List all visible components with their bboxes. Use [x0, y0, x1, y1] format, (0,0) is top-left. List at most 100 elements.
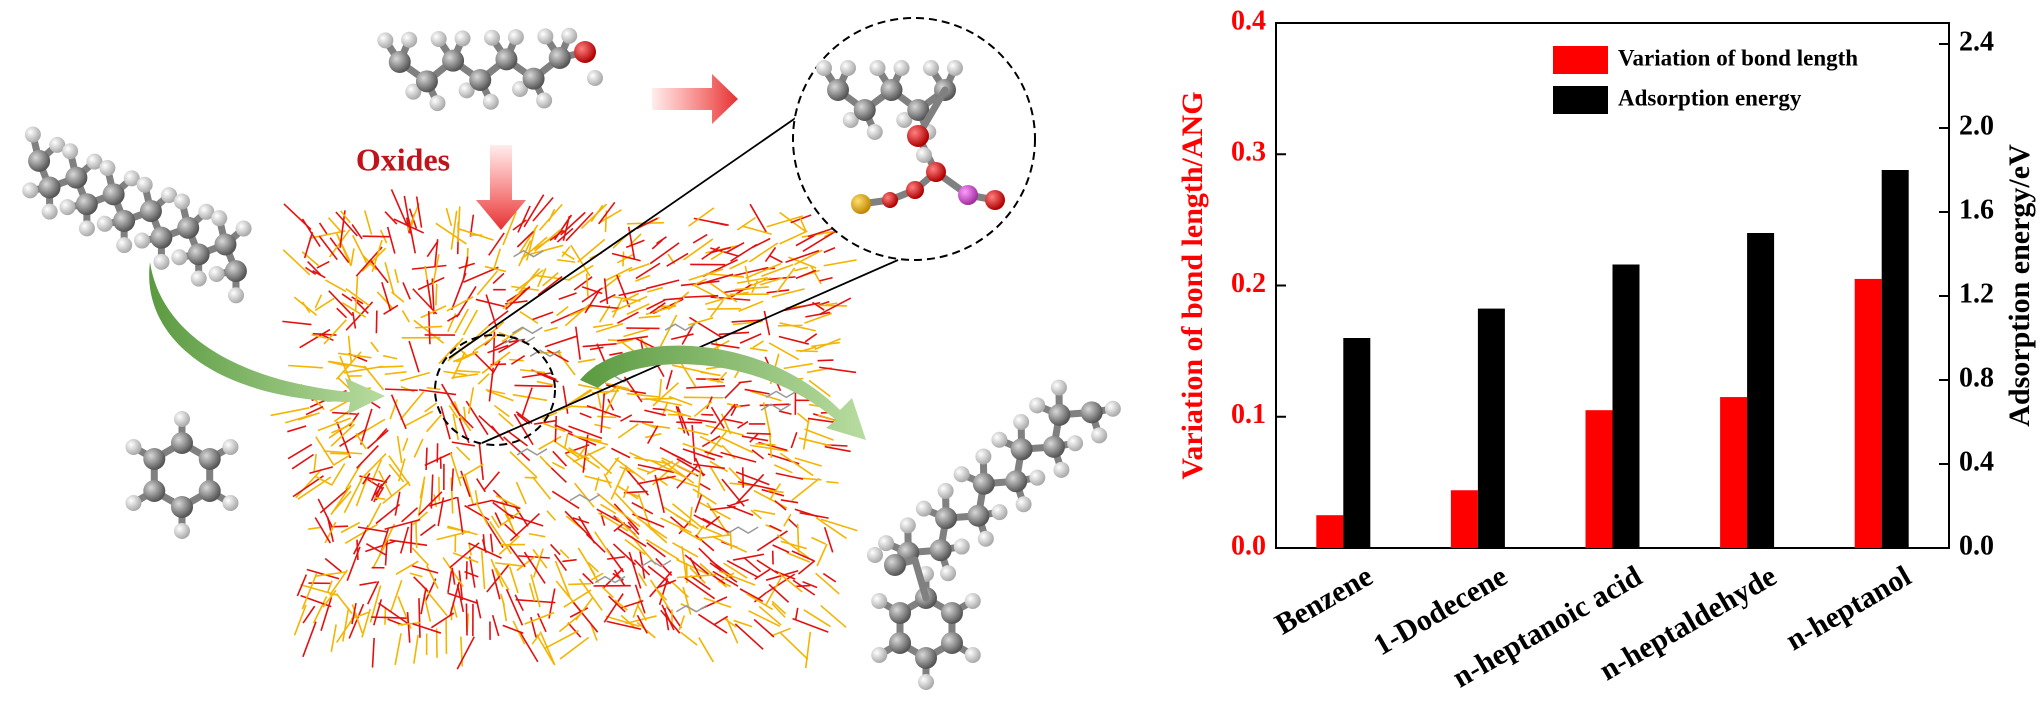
- lattice-bond: [443, 370, 467, 376]
- atom: [574, 41, 596, 63]
- atom: [940, 565, 957, 582]
- lattice-bond: [350, 248, 355, 266]
- atom: [947, 60, 963, 76]
- lattice-bond: [646, 425, 659, 445]
- lattice-bond: [551, 461, 566, 470]
- atom: [1067, 435, 1084, 452]
- lattice-bond: [544, 326, 558, 332]
- lattice-bond: [519, 310, 539, 325]
- lattice-bond: [574, 326, 581, 360]
- bar: [1612, 264, 1640, 548]
- lattice-bond: [438, 342, 459, 365]
- atom: [896, 112, 913, 128]
- lattice-bond: [532, 548, 544, 578]
- atom: [484, 29, 501, 46]
- lattice-bond: [666, 605, 682, 629]
- lattice-bond: [718, 435, 754, 454]
- lattice-bond: [297, 476, 332, 500]
- lattice-bond: [580, 203, 608, 229]
- lattice-bond: [593, 323, 613, 329]
- lattice-bond: [743, 557, 762, 573]
- lattice-bond: [768, 583, 790, 603]
- lattice-bond: [412, 565, 439, 574]
- lattice-bond: [397, 458, 406, 482]
- lattice-bond: [491, 569, 501, 600]
- lattice-bond: [796, 523, 800, 553]
- atom: [889, 632, 912, 654]
- lattice-bond: [316, 260, 330, 269]
- lattice-bond: [709, 465, 726, 492]
- lattice-bond: [322, 589, 337, 608]
- lattice-bond: [308, 526, 321, 530]
- lattice-bond: [538, 435, 562, 450]
- lattice-bond: [672, 503, 703, 529]
- lattice-bond: [623, 490, 648, 494]
- atom: [991, 504, 1008, 521]
- lattice-bond: [499, 510, 521, 527]
- lattice-bond: [487, 389, 514, 402]
- lattice-bond: [637, 493, 652, 531]
- lattice-bond: [425, 564, 439, 589]
- lattice-bond: [596, 322, 624, 333]
- lattice-bond: [791, 550, 815, 562]
- lattice-bond: [622, 251, 625, 267]
- lattice-bond: [617, 423, 639, 439]
- lattice-bond: [663, 297, 684, 301]
- lattice-bond: [664, 607, 670, 631]
- lattice-bond: [405, 410, 434, 427]
- lattice-bond: [528, 582, 536, 602]
- oxides-label: Oxides: [356, 141, 450, 177]
- lattice-bond: [309, 230, 346, 240]
- bar: [1747, 233, 1775, 548]
- lattice-bond: [679, 527, 703, 542]
- lattice-bond: [598, 201, 616, 225]
- lattice-bond: [697, 613, 728, 634]
- lattice-bond: [343, 478, 363, 514]
- lattice-bond: [325, 279, 347, 293]
- lattice-bond: [336, 233, 351, 262]
- guest-molecule: [504, 336, 536, 344]
- lattice-bond: [537, 275, 563, 296]
- lattice-bond: [760, 277, 784, 286]
- lattice-bond: [698, 637, 714, 663]
- atom: [102, 183, 125, 206]
- lattice-bond: [331, 425, 349, 434]
- guest-molecule: [675, 604, 707, 613]
- lattice-bond: [385, 388, 418, 392]
- lattice-bond: [819, 297, 852, 315]
- lattice-bond: [415, 522, 418, 549]
- lattice-bond: [370, 482, 380, 502]
- lattice-bond: [661, 604, 675, 631]
- lattice-bond: [572, 389, 593, 404]
- lattice-bond: [495, 567, 510, 591]
- lattice-bond: [348, 412, 360, 427]
- lattice-bond: [667, 413, 688, 417]
- y2-tick-label: 0.0: [1959, 530, 1994, 561]
- bar: [1450, 490, 1478, 548]
- lattice-bond: [706, 430, 728, 456]
- lattice-bond: [357, 526, 387, 533]
- lattice-bond: [753, 618, 775, 638]
- lattice-bond: [620, 614, 635, 628]
- lattice-bond: [627, 521, 640, 535]
- lattice-bond: [530, 574, 541, 608]
- atom: [28, 149, 51, 172]
- lattice-bond: [672, 542, 699, 558]
- lattice-bond: [536, 380, 554, 386]
- atom: [469, 68, 492, 91]
- atom: [198, 448, 221, 470]
- lattice-bond: [451, 567, 456, 585]
- lattice-bond: [492, 499, 521, 510]
- atom: [62, 143, 79, 160]
- lattice-bond: [472, 351, 495, 373]
- lattice-bond: [736, 276, 768, 284]
- lattice-bond: [607, 398, 615, 411]
- lattice-bond: [726, 560, 759, 579]
- lattice-bond: [384, 262, 395, 295]
- lattice-bond: [381, 282, 392, 312]
- lattice-bond: [622, 292, 640, 303]
- lattice-bond: [328, 229, 351, 258]
- lattice-bond: [487, 344, 509, 354]
- atom: [918, 674, 934, 690]
- lattice-bond: [293, 604, 307, 636]
